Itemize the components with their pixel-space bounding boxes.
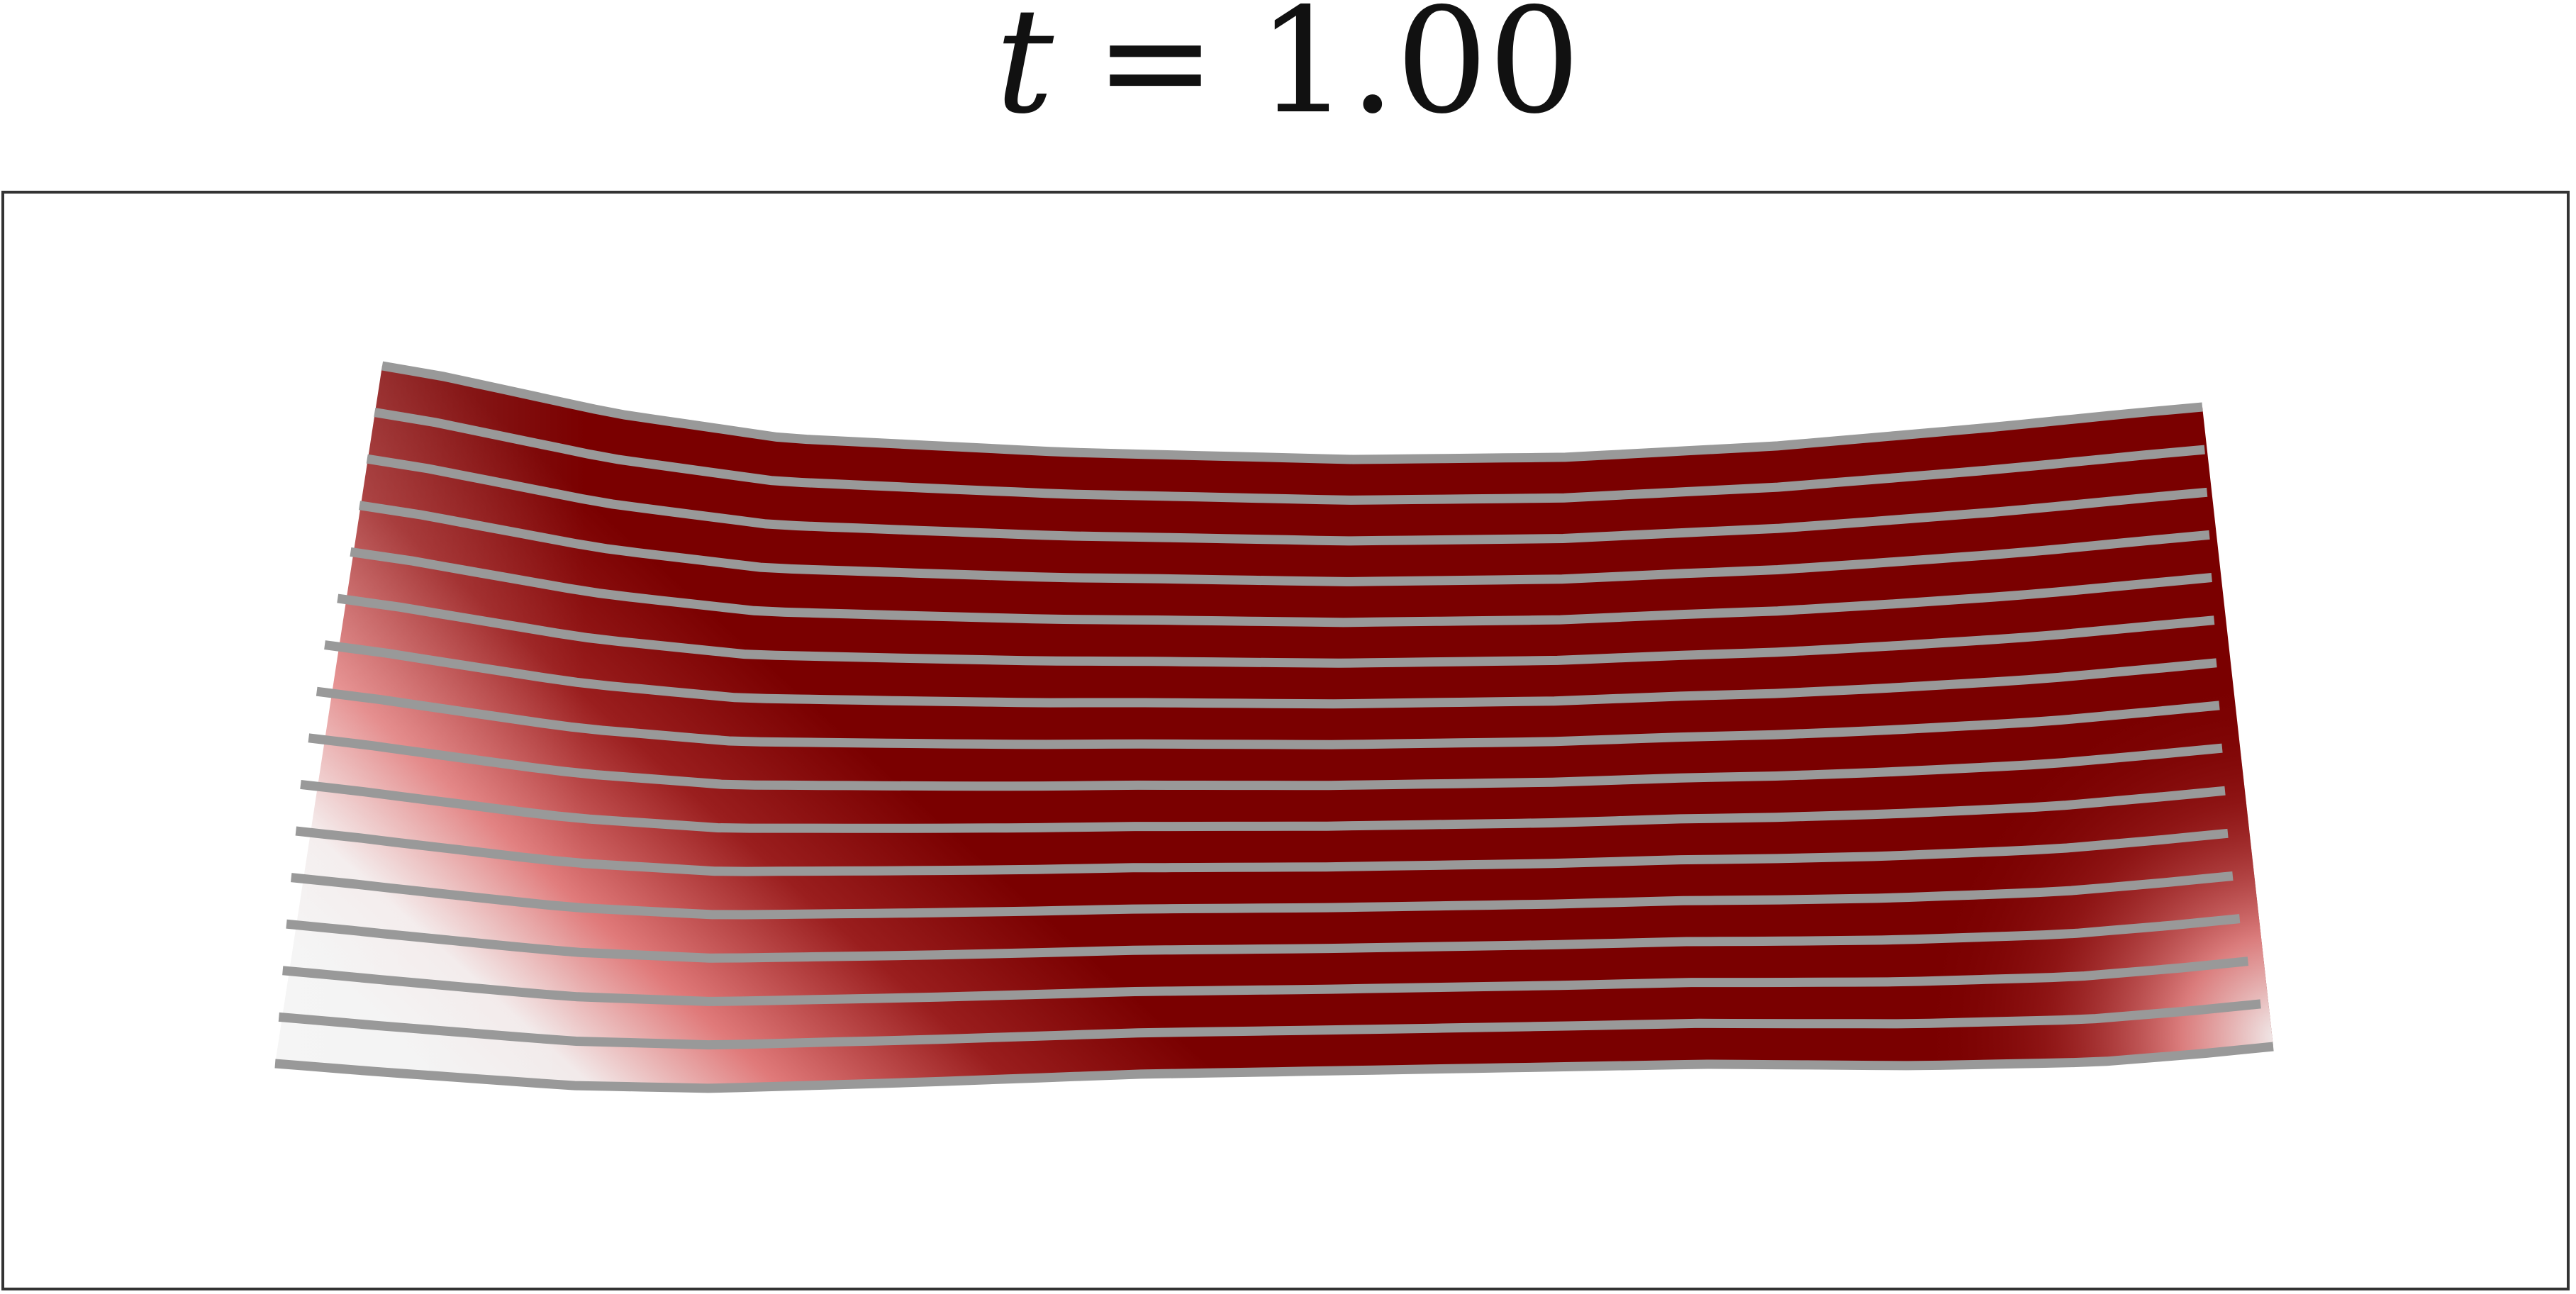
streamline-1 bbox=[381, 361, 2203, 464]
streamline-4 bbox=[359, 501, 2210, 586]
time-value: 1.00 bbox=[1256, 0, 1581, 146]
equals-sign: = bbox=[1094, 0, 1217, 146]
streamline-3 bbox=[366, 454, 2208, 546]
streamline-15 bbox=[278, 999, 2261, 1050]
streamline-5 bbox=[350, 547, 2212, 628]
deformed-sheet-plot bbox=[274, 361, 2274, 1093]
streamline-7 bbox=[324, 640, 2217, 709]
streamline-9 bbox=[308, 733, 2223, 791]
time-variable: t bbox=[995, 0, 1054, 146]
time-title: t = 1.00 bbox=[0, 0, 2576, 177]
streamline-11 bbox=[295, 826, 2229, 876]
streamline-16 bbox=[274, 1042, 2274, 1093]
streamline-6 bbox=[337, 593, 2215, 668]
streamline-14 bbox=[282, 956, 2249, 1006]
streamline-12 bbox=[291, 871, 2234, 920]
streamline-13 bbox=[286, 914, 2241, 963]
streamlines bbox=[274, 361, 2274, 1093]
streamline-8 bbox=[316, 686, 2220, 749]
streamline-10 bbox=[300, 779, 2226, 833]
plot-frame bbox=[1, 191, 2570, 1290]
streamline-2 bbox=[374, 408, 2205, 505]
